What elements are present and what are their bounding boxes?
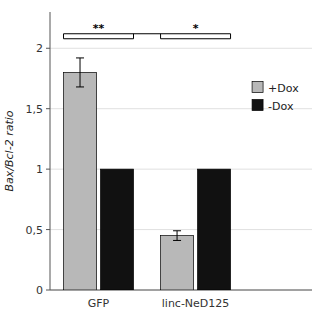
y-tick-label: 2 xyxy=(36,42,43,55)
legend-label: +Dox xyxy=(268,82,299,95)
legend: +Dox -Dox xyxy=(252,82,299,113)
bracket-line xyxy=(161,38,231,39)
y-tick xyxy=(46,169,50,170)
error-bar-stem xyxy=(80,58,81,87)
legend-swatch xyxy=(252,82,263,93)
y-tick-label: 0 xyxy=(36,284,43,297)
chart: 00,511,52Bax/Bcl-2 ratioGFPlinc-NeD125**… xyxy=(0,0,320,320)
y-tick xyxy=(46,108,50,109)
legend-label: -Dox xyxy=(268,100,294,113)
error-bar xyxy=(173,231,181,241)
y-tick xyxy=(46,48,50,49)
bar xyxy=(101,169,134,290)
bracket-line xyxy=(230,34,231,39)
error-bar-cap xyxy=(76,86,84,87)
error-bar-cap xyxy=(173,240,181,241)
y-tick xyxy=(46,290,50,291)
bar xyxy=(198,169,231,290)
significance-label: * xyxy=(193,22,199,35)
error-bar-cap xyxy=(173,230,181,231)
legend-swatch xyxy=(252,100,263,111)
plot-area xyxy=(64,58,231,290)
y-axis xyxy=(50,12,51,290)
y-axis-label: Bax/Bcl-2 ratio xyxy=(3,110,16,191)
bar xyxy=(161,236,194,290)
bar xyxy=(64,72,97,290)
bracket-line xyxy=(64,38,134,39)
significance-label: ** xyxy=(93,22,105,35)
y-tick xyxy=(46,229,50,230)
grid-line xyxy=(50,48,312,49)
bracket-line xyxy=(133,34,134,39)
y-tick-label: 1 xyxy=(36,163,43,176)
y-tick-label: 1,5 xyxy=(26,103,44,116)
x-tick-label: linc-NeD125 xyxy=(162,297,230,310)
bracket-line xyxy=(160,34,161,39)
error-bar xyxy=(76,58,84,87)
error-bar-stem xyxy=(177,231,178,241)
error-bar-cap xyxy=(76,57,84,58)
x-tick-label: GFP xyxy=(88,297,110,310)
y-tick-label: 0,5 xyxy=(26,224,44,237)
bracket-line xyxy=(64,33,231,34)
bracket-line xyxy=(63,34,64,39)
